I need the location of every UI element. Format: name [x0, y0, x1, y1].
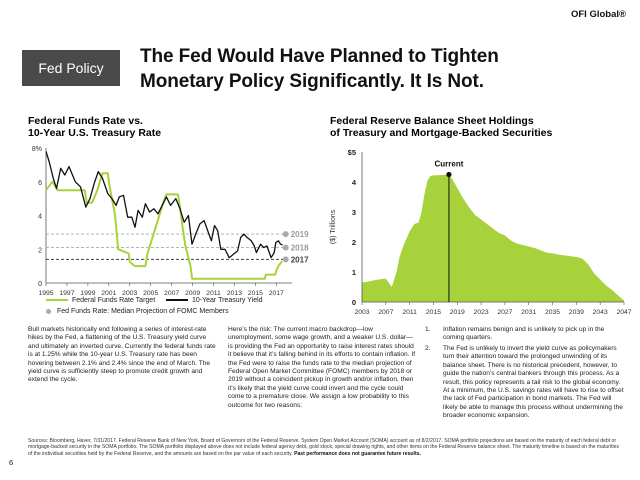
projection-label: 2019	[291, 230, 309, 239]
legend-swatch-green	[46, 299, 68, 302]
left-chart-title-line-1: Federal Funds Rate vs.	[28, 115, 143, 127]
y-tick-label: 4	[352, 178, 357, 187]
y-tick-label: 3	[352, 208, 356, 217]
x-tick-label: 2001	[101, 290, 116, 297]
legend-item-projection: Fed Funds Rate: Median Projection of FOM…	[46, 308, 229, 315]
x-tick-label: 2019	[450, 309, 465, 316]
x-tick-label: 2031	[521, 309, 536, 316]
x-tick-label: 2047	[616, 309, 631, 316]
sources-text: Sources: Bloomberg, Haver, 7/31/2017. Fe…	[28, 438, 620, 457]
x-tick-label: 1999	[80, 290, 95, 297]
y-tick-label: 0	[38, 281, 42, 288]
x-tick-label: 2023	[474, 309, 489, 316]
current-marker-dot	[446, 171, 452, 178]
list-number: 2.	[425, 345, 431, 352]
sources-footnote: Sources: Bloomberg, Haver, 7/31/2017. Fe…	[28, 438, 620, 457]
body-paragraph-2: Here’s the risk: The current macro backd…	[228, 326, 416, 409]
y-tick-label: 4	[38, 214, 42, 221]
x-tick-label: 2015	[426, 309, 441, 316]
y-tick-label: 8%	[32, 146, 42, 153]
x-tick-label: 2003	[354, 309, 369, 316]
brand-logo: OFI Global®	[570, 9, 626, 20]
y-tick-label: 6	[38, 180, 42, 187]
x-tick-label: 2009	[185, 290, 200, 297]
legend-item-fed-funds: Federal Funds Rate Target	[46, 297, 155, 304]
x-tick-label: 2007	[164, 290, 179, 297]
rates-line-chart: 0 2 4 6 8% 1995 1997 1999 2001 2003 2005 2007 2009 20…	[32, 146, 309, 297]
legend-dot-gray	[46, 308, 51, 314]
legend-item-treasury: 10-Year Treasury Yield	[166, 297, 263, 304]
section-tag: Fed Policy	[22, 50, 120, 86]
disclaimer-text: Past performance does not guarantee futu…	[294, 450, 421, 457]
left-chart-title-line-2: 10-Year U.S. Treasury Rate	[28, 127, 162, 139]
x-tick-label: 2005	[143, 290, 158, 297]
x-tick-label: 2017	[269, 290, 284, 297]
y-tick-label: 1	[352, 268, 356, 277]
page-number: 6	[9, 458, 14, 467]
y-axis-label: ($) Trillions	[330, 209, 337, 244]
x-tick-label: 2003	[122, 290, 137, 297]
x-tick-label: 2011	[206, 290, 221, 297]
legend-label-fed-funds: Federal Funds Rate Target	[72, 297, 156, 304]
list-number: 1.	[425, 326, 431, 333]
page-title-line-1: The Fed Would Have Planned to Tighten	[140, 46, 499, 67]
page-title-line-2: Monetary Policy Significantly. It Is Not…	[140, 71, 484, 92]
projection-label: 2017	[291, 255, 309, 264]
balance-sheet-area	[362, 174, 624, 302]
x-tick-label: 1995	[38, 290, 53, 297]
right-chart-title-line-1: Federal Reserve Balance Sheet Holdings	[330, 115, 534, 127]
body-paragraph-1: Bull markets historically end following …	[28, 326, 216, 384]
projection-dot	[282, 244, 289, 251]
fed-funds-line	[45, 172, 283, 280]
x-tick-label: 2043	[593, 309, 608, 316]
projection-dot	[282, 256, 289, 263]
list-text: The Fed is unlikely to invert the yield …	[443, 345, 624, 420]
right-chart-title-line-2: of Treasury and Mortgage-Backed Securiti…	[330, 127, 553, 139]
legend-swatch-black	[166, 299, 188, 302]
x-tick-label: 2039	[569, 309, 584, 316]
y-tick-label: 2	[352, 238, 356, 247]
treasury-yield-line	[45, 151, 283, 259]
current-label: Current	[434, 160, 463, 169]
projection-dot	[282, 231, 289, 238]
x-tick-label: 1997	[59, 290, 74, 297]
x-tick-label: 2035	[545, 309, 560, 316]
balance-sheet-area-chart: 0 1 2 3 4 $5 ($) Trillions 2003 2007 2011 2015 2019…	[330, 148, 632, 316]
list-text: Inflation remains benign and is unlikely…	[443, 326, 605, 342]
y-tick-label: 2	[38, 247, 42, 254]
x-tick-label: 2007	[378, 309, 393, 316]
x-tick-label: 2015	[248, 290, 263, 297]
x-tick-label: 2011	[402, 309, 417, 316]
projection-label: 2018	[291, 244, 309, 253]
legend-label-treasury: 10-Year Treasury Yield	[192, 297, 263, 304]
legend-label-projection: Fed Funds Rate: Median Projection of FOM…	[57, 308, 229, 315]
y-tick-label: 0	[352, 298, 356, 307]
x-tick-label: 2013	[227, 290, 242, 297]
y-tick-label: $5	[348, 148, 356, 157]
x-tick-label: 2027	[497, 309, 512, 316]
